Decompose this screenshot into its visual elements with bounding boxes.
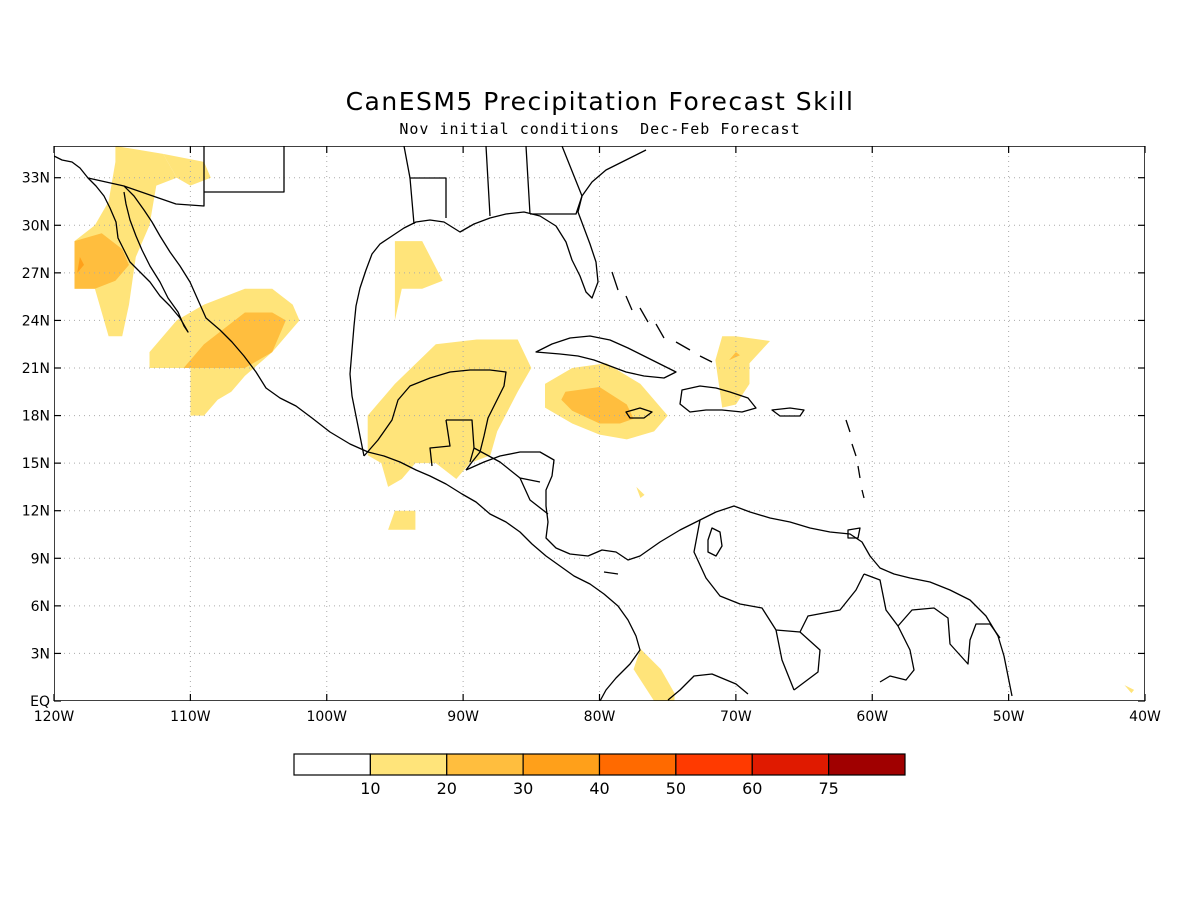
- y-tick-label: 9N: [31, 551, 50, 567]
- y-tick-label: 33N: [22, 171, 50, 187]
- x-tick-label: 40W: [1129, 709, 1161, 725]
- skill-region-pacific-south: [388, 510, 416, 530]
- y-tick-label: 30N: [22, 218, 50, 234]
- colorbar-swatch: [675, 753, 753, 776]
- x-tick-label: 80W: [584, 709, 616, 725]
- coastline-gulf-california: [123, 185, 641, 701]
- colorbar-label: 10: [360, 779, 380, 798]
- y-tick-label: 24N: [22, 313, 50, 329]
- skill-region-yucatan: [367, 339, 532, 487]
- colorbar-label: 50: [666, 779, 686, 798]
- colorbar-swatch: [751, 753, 830, 776]
- y-tick-label: 12N: [22, 504, 50, 520]
- gridlines: [54, 146, 1145, 701]
- skill-region-west-mexico-core: [183, 312, 286, 368]
- border-central-america: [429, 419, 619, 575]
- x-tick-label: 120W: [34, 709, 75, 725]
- y-tick-label: 27N: [22, 266, 50, 282]
- island-puerto-rico: [771, 407, 805, 417]
- skill-region-atlantic-dot: [1124, 685, 1135, 694]
- island-cuba: [535, 335, 677, 379]
- colorbar-label: 20: [437, 779, 457, 798]
- colorbar-label: 60: [742, 779, 762, 798]
- coastlines-and-borders: [54, 146, 1013, 701]
- colorbar: 10 20 30 40 50 60 75: [293, 753, 906, 798]
- island-bahamas: [611, 271, 713, 363]
- x-tick-label: 70W: [720, 709, 752, 725]
- coastline-baja: [54, 155, 189, 333]
- y-tick-label: 15N: [22, 456, 50, 472]
- axis-ticks: 120W 110W 100W 90W 80W 70W 60W 50W 40W EQ 3N 6N 9N 12…: [22, 146, 1161, 725]
- x-tick-label: 50W: [993, 709, 1025, 725]
- island-jamaica: [625, 407, 653, 419]
- skill-region-nw-mexico: [163, 153, 211, 186]
- y-tick-label: 6N: [31, 599, 50, 615]
- coastline-central-america: [465, 451, 1013, 697]
- island-lesser-antilles: [845, 419, 865, 499]
- colorbar-label: 75: [818, 779, 838, 798]
- skill-region-gulf-west: [394, 241, 443, 321]
- y-tick-label: EQ: [30, 694, 50, 710]
- y-tick-label: 18N: [22, 409, 50, 425]
- colorbar-swatch: [522, 753, 601, 776]
- coastline-gulf-mexico: [349, 149, 647, 457]
- colorbar-swatch: [446, 753, 524, 776]
- colorbar-swatch: [369, 753, 448, 776]
- skill-region-caribbean-dot: [636, 486, 645, 498]
- skill-region-baja-north-dark: [77, 257, 84, 273]
- island-hispaniola: [679, 385, 757, 413]
- border-us-mexico: [87, 146, 583, 225]
- figure-subtitle: Nov initial conditions Dec-Feb Forecast: [399, 120, 800, 138]
- colorbar-label: 30: [513, 779, 533, 798]
- figure-title: CanESM5 Precipitation Forecast Skill: [346, 87, 855, 116]
- map-area: [54, 146, 1145, 701]
- lake-maracaibo: [707, 527, 723, 557]
- skill-region-bahamas-core: [729, 352, 740, 361]
- y-tick-label: 21N: [22, 361, 50, 377]
- colorbar-swatch: [293, 753, 371, 776]
- skill-region-baja-north-core: [74, 233, 129, 289]
- colorbar-swatch: [598, 753, 677, 776]
- y-tick-label: 3N: [31, 646, 50, 662]
- island-trinidad: [847, 527, 861, 539]
- x-tick-label: 60W: [856, 709, 888, 725]
- skill-region-colombia-south: [633, 648, 675, 701]
- x-tick-label: 100W: [306, 709, 347, 725]
- skill-contours: [74, 146, 1135, 701]
- x-tick-label: 90W: [447, 709, 479, 725]
- x-tick-label: 110W: [170, 709, 211, 725]
- colorbar-swatch: [828, 753, 906, 776]
- skill-region-caribbean-jamaica-core: [561, 387, 634, 424]
- border-south-america: [667, 519, 1001, 701]
- colorbar-label: 40: [589, 779, 609, 798]
- coastline-yucatan: [363, 369, 507, 471]
- skill-region-bahamas: [715, 336, 770, 408]
- skill-region-baja-north: [74, 146, 177, 337]
